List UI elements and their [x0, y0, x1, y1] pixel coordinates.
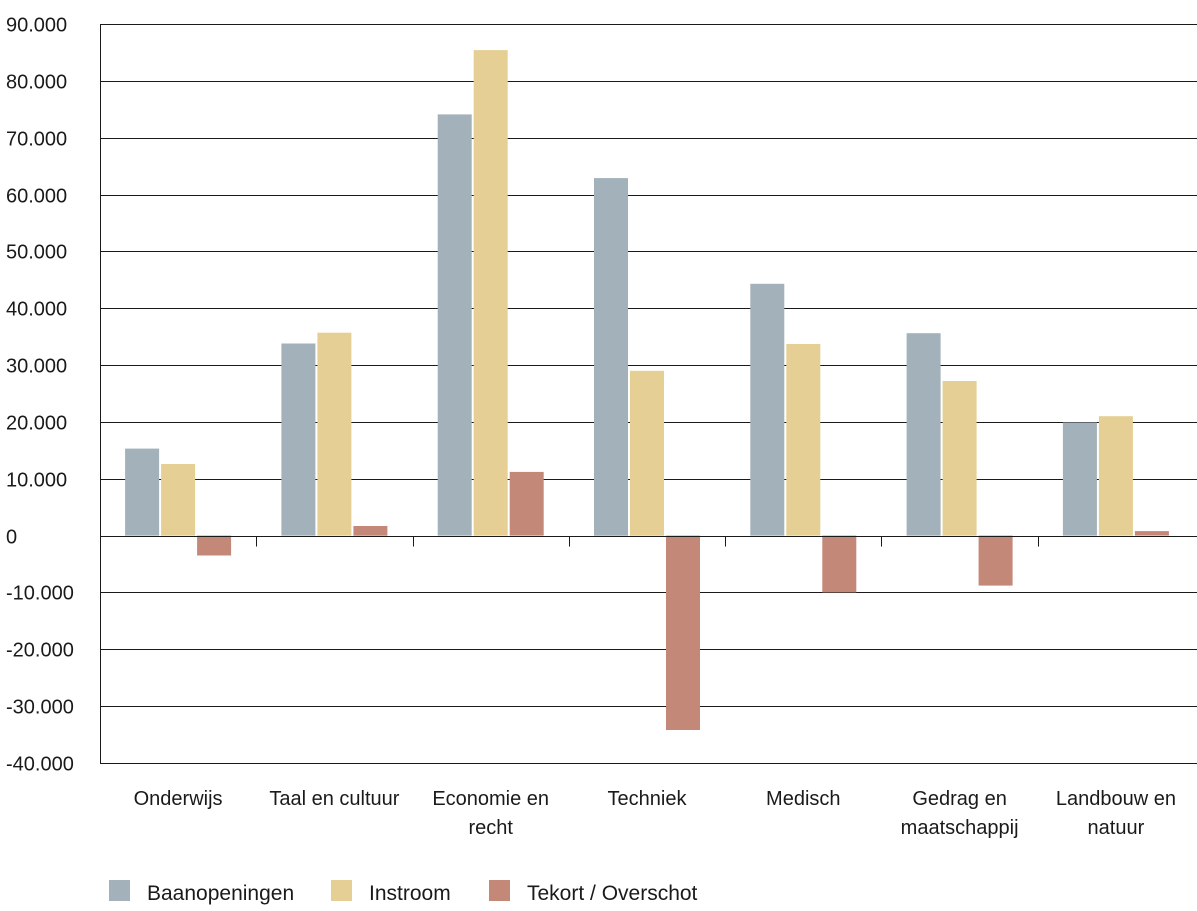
category-label: Techniek — [608, 788, 688, 810]
x-axis-categories: Onderwijs Taal en cultuur Economie en recht… — [134, 788, 1176, 839]
y-tick-label: 80.000 — [6, 72, 67, 94]
bars — [125, 50, 1169, 730]
bar-baanopeningen — [594, 178, 628, 536]
y-tick-label: 50.000 — [6, 242, 67, 264]
legend-swatch — [489, 880, 510, 901]
bar-tekort-overschot — [353, 526, 388, 536]
bar-baanopeningen — [281, 343, 316, 536]
y-tick-label: 30.000 — [6, 356, 67, 378]
bar-baanopeningen — [750, 283, 785, 536]
category-label: natuur — [1088, 817, 1145, 839]
legend-swatch — [109, 880, 130, 901]
bar-instroom — [1098, 416, 1133, 536]
category-label: Taal en cultuur — [269, 788, 399, 810]
bar-instroom — [317, 332, 352, 536]
bar-instroom — [942, 381, 977, 536]
category-label: Economie en — [432, 788, 549, 810]
legend-label: Instroom — [369, 882, 451, 905]
y-tick-label: 0 — [6, 527, 17, 549]
bar-baanopeningen — [1062, 422, 1097, 536]
bar-baanopeningen — [437, 114, 472, 536]
legend-label: Baanopeningen — [147, 882, 294, 905]
bar-baanopeningen — [125, 448, 160, 536]
y-tick-label: 60.000 — [6, 186, 67, 208]
legend-swatch — [331, 880, 352, 901]
y-tick-label: 10.000 — [6, 470, 67, 492]
bar-instroom — [786, 344, 821, 536]
bar-baanopeningen — [906, 333, 941, 536]
bar-instroom — [630, 370, 664, 536]
bar-instroom — [161, 464, 196, 536]
y-tick-label: 90.000 — [6, 15, 67, 37]
category-label: Landbouw en — [1056, 788, 1176, 810]
y-axis-ticks: 90.000 80.000 70.000 60.000 50.000 40.000 30.0… — [6, 15, 74, 776]
y-tick-label: 40.000 — [6, 299, 67, 321]
bar-instroom — [473, 50, 508, 536]
category-label: recht — [468, 817, 513, 839]
legend: Baanopeningen Instroom Tekort / Overschot — [109, 880, 698, 905]
y-tick-label: -40.000 — [6, 754, 74, 776]
bar-tekort-overschot — [1134, 531, 1169, 536]
bar-tekort-overschot — [666, 535, 700, 730]
legend-label: Tekort / Overschot — [527, 882, 698, 905]
x-axis — [100, 536, 1197, 547]
y-tick-label: 70.000 — [6, 129, 67, 151]
gridlines — [100, 24, 1197, 764]
y-tick-label: 20.000 — [6, 413, 67, 435]
y-tick-label: -10.000 — [6, 583, 74, 605]
bar-tekort-overschot — [509, 471, 544, 536]
bar-tekort-overschot — [822, 535, 857, 593]
bar-tekort-overschot — [978, 535, 1013, 586]
category-label: Onderwijs — [134, 788, 223, 810]
category-label: maatschappij — [901, 817, 1019, 839]
category-label: Medisch — [766, 788, 840, 810]
category-label: Gedrag en — [912, 788, 1007, 810]
y-tick-label: -30.000 — [6, 697, 74, 719]
y-tick-label: -20.000 — [6, 640, 74, 662]
bar-tekort-overschot — [197, 535, 232, 556]
